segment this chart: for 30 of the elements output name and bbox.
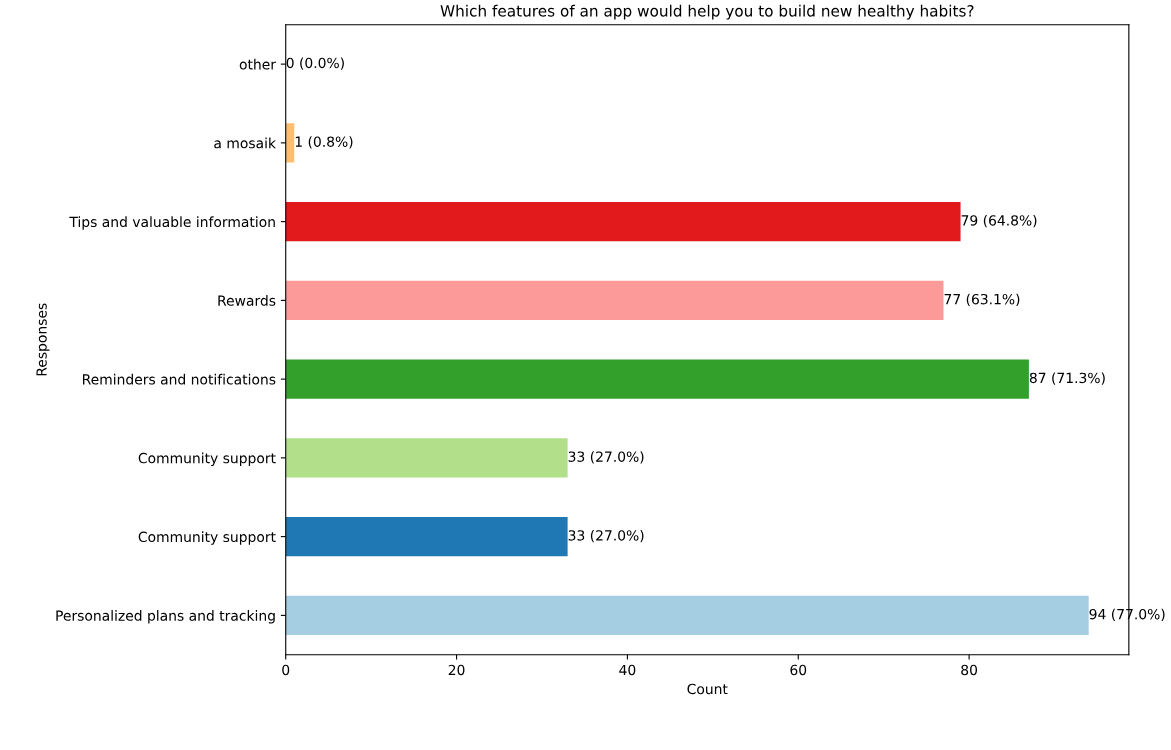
- bar: [285, 280, 944, 321]
- bar: [285, 438, 568, 478]
- data-label: 0 (0.0%): [286, 57, 344, 70]
- x-tick-label: 20: [448, 664, 465, 676]
- y-tick-label: Community support: [138, 452, 276, 467]
- y-tick-label: a mosaik: [214, 137, 276, 149]
- x-tick-label: 0: [282, 664, 290, 676]
- bar: [285, 123, 295, 163]
- bar: [285, 359, 1029, 399]
- y-tick-label: Tips and valuable information: [69, 216, 275, 230]
- bar: [285, 595, 1089, 636]
- x-axis-title: Count: [687, 683, 728, 695]
- y-axis-title: Responses: [36, 303, 50, 376]
- y-tick-label: Rewards: [218, 295, 276, 306]
- bar: [285, 201, 961, 242]
- data-label: 33 (27.0%): [568, 451, 644, 464]
- data-label: 87 (71.3%): [1029, 372, 1105, 385]
- data-label: 1 (0.8%): [295, 136, 353, 149]
- y-tick-label: Community support: [138, 531, 276, 545]
- x-tick-label: 40: [619, 664, 636, 676]
- bar: [285, 516, 568, 557]
- data-label: 33 (27.0%): [568, 529, 644, 543]
- chart-title: Which features of an app would help you to build new healthy habits?: [440, 4, 974, 20]
- x-tick-label: 80: [961, 664, 978, 676]
- x-tick-label: 60: [790, 664, 807, 676]
- y-tick-label: other: [239, 58, 276, 70]
- y-tick-label: Reminders and notifications: [83, 373, 276, 385]
- data-label: 77 (63.1%): [944, 293, 1020, 307]
- y-tick-label: Personalized plans and tracking: [56, 610, 275, 624]
- data-label: 79 (64.8%): [961, 214, 1037, 228]
